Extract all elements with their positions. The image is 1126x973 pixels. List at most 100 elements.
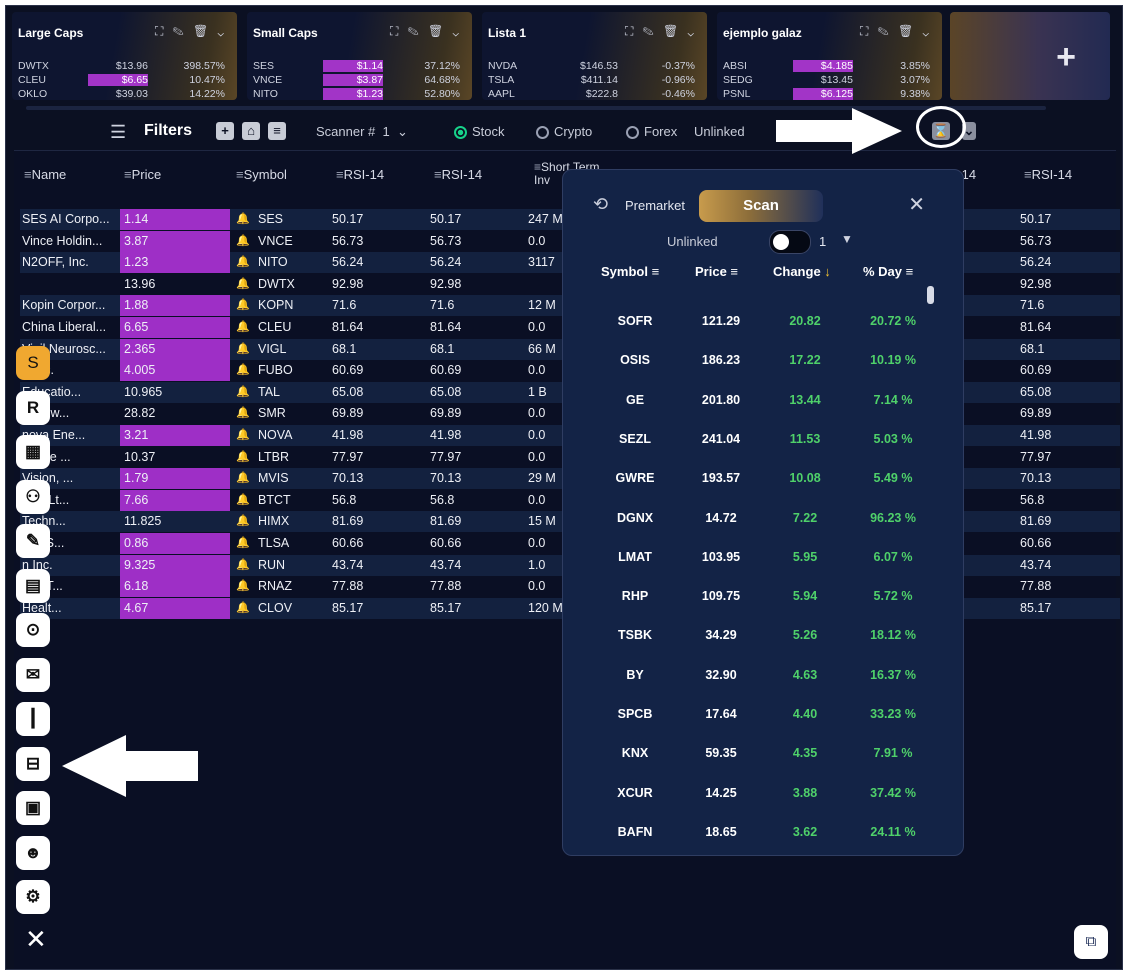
alert-bell-icon[interactable]: 🔔 xyxy=(236,580,250,593)
column-header[interactable]: RSI-14 xyxy=(434,167,482,182)
list-filter-button[interactable]: ≡ xyxy=(268,122,286,140)
radio-crypto[interactable]: Crypto xyxy=(536,124,592,140)
alert-bell-icon[interactable]: 🔔 xyxy=(236,472,250,485)
popup-scrollbar[interactable] xyxy=(927,286,934,304)
radio-stock[interactable]: Stock xyxy=(454,124,505,140)
watchlist-row[interactable]: ABSI $4.185 3.85% xyxy=(723,60,930,73)
clear-filter-button[interactable]: ⌂ xyxy=(242,122,260,140)
coins-icon[interactable]: ⊙ xyxy=(16,613,50,647)
scan-result-row[interactable]: DGNX 14.72 7.22 96.23 % xyxy=(563,511,963,531)
card-tools[interactable]: ⛶ ✎ 🗑 ⌄ xyxy=(389,24,462,38)
column-header[interactable]: 14 xyxy=(954,167,976,182)
scan-button[interactable]: Scan xyxy=(699,190,823,222)
alert-bell-icon[interactable]: 🔔 xyxy=(236,213,250,225)
add-filter-button[interactable]: + xyxy=(216,122,234,140)
col-change[interactable]: Change ↓ xyxy=(773,264,831,279)
col-day[interactable]: % Day ≡ xyxy=(863,264,913,279)
table-row[interactable]: 13.96 🔔 DWTX 92.98 92.98 92.98 xyxy=(20,274,1120,295)
sidebar-r-icon[interactable]: R xyxy=(16,390,50,425)
card-tools[interactable]: ⛶ ✎ 🗑 ⌄ xyxy=(154,24,227,38)
candlestick-icon[interactable]: ┃ xyxy=(16,702,50,736)
watchlist-row[interactable]: PSNL $6.125 9.38% xyxy=(723,88,930,100)
watchlist-card[interactable]: ejemplo galaz ⛶ ✎ 🗑 ⌄ ABSI $4.185 3.85% SE… xyxy=(717,12,942,100)
monitor-chart-icon[interactable]: ▣ xyxy=(16,791,50,825)
table-row[interactable]: China Liberal... 6.65 🔔 CLEU 81.64 81.64… xyxy=(20,317,1120,338)
watchlist-card[interactable]: Small Caps ⛶ ✎ 🗑 ⌄ SES $1.14 37.12% VNCE $… xyxy=(247,12,472,100)
history-icon[interactable]: ⟲ xyxy=(593,194,609,214)
alert-bell-icon[interactable]: 🔔 xyxy=(236,493,250,506)
col-price[interactable]: Price ≡ xyxy=(695,264,738,279)
close-icon[interactable]: ✕ xyxy=(908,194,925,216)
watchlist-row[interactable]: SES $1.14 37.12% xyxy=(253,60,460,73)
watchlist-row[interactable]: OKLO $39.03 14.22% xyxy=(18,88,225,100)
scan-result-row[interactable]: BAFN 18.65 3.62 24.11 % xyxy=(563,825,963,845)
column-header[interactable]: Name xyxy=(24,167,67,182)
user-icon[interactable]: ☻ xyxy=(16,835,50,870)
scanner-icon[interactable]: ⊟ xyxy=(16,746,50,781)
calendar-icon[interactable]: ▤ xyxy=(16,568,50,603)
scan-result-row[interactable]: GWRE 193.57 10.08 5.49 % xyxy=(563,471,963,491)
alert-bell-icon[interactable]: 🔔 xyxy=(236,537,250,549)
alert-bell-icon[interactable]: 🔔 xyxy=(236,234,250,247)
alert-bell-icon[interactable]: 🔔 xyxy=(236,364,250,377)
scan-result-row[interactable]: KNX 59.35 4.35 7.91 % xyxy=(563,746,963,766)
cards-scrollbar[interactable] xyxy=(26,106,1046,110)
scan-result-row[interactable]: BY 32.90 4.63 16.37 % xyxy=(563,668,963,688)
people-icon[interactable]: ⚇ xyxy=(16,479,50,514)
alert-bell-icon[interactable]: 🔔 xyxy=(236,256,250,269)
sliders-icon[interactable]: ☰ xyxy=(110,122,127,142)
close-sidebar-button[interactable]: ✕ xyxy=(25,924,47,954)
link-toggle[interactable] xyxy=(769,230,811,254)
column-header[interactable]: RSI-14 xyxy=(1024,167,1072,182)
watchlist-row[interactable]: SEDG $13.45 3.07% xyxy=(723,74,930,87)
column-header[interactable]: RSI-14 xyxy=(336,167,384,182)
alert-bell-icon[interactable]: 🔔 xyxy=(236,342,250,355)
table-row[interactable]: ode T... 6.18 🔔 RNAZ 77.88 77.88 0.0 77.… xyxy=(20,576,1120,598)
watchlist-card[interactable]: Large Caps ⛶ ✎ 🗑 ⌄ DWTX $13.96 398.57% CLE… xyxy=(12,12,237,100)
watchlist-row[interactable]: TSLA $411.14 -0.96% xyxy=(488,74,695,87)
add-watchlist-button[interactable]: + xyxy=(950,12,1110,100)
card-tools[interactable]: ⛶ ✎ 🗑 ⌄ xyxy=(624,24,697,38)
scan-result-row[interactable]: XCUR 14.25 3.88 37.42 % xyxy=(563,786,963,806)
watchlist-row[interactable]: CLEU $6.65 10.47% xyxy=(18,74,225,87)
scan-result-row[interactable]: GE 201.80 13.44 7.14 % xyxy=(563,393,963,413)
column-header[interactable]: Symbol xyxy=(236,167,287,182)
scanner-select[interactable]: Scanner # 1 ⌄ xyxy=(316,124,408,140)
chevron-down-icon[interactable]: ▼ xyxy=(841,232,853,246)
column-header[interactable]: Price xyxy=(124,167,162,182)
card-tools[interactable]: ⛶ ✎ 🗑 ⌄ xyxy=(859,24,932,38)
alert-bell-icon[interactable]: 🔔 xyxy=(236,515,250,528)
alert-bell-icon[interactable]: 🔔 xyxy=(236,407,250,420)
alert-bell-icon[interactable]: 🔔 xyxy=(236,450,250,463)
watchlist-card[interactable]: Lista 1 ⛶ ✎ 🗑 ⌄ NVDA $146.53 -0.37% TSLA $… xyxy=(482,12,707,100)
watchlist-row[interactable]: AAPL $222.8 -0.46% xyxy=(488,88,695,100)
alert-bell-icon[interactable]: 🔔 xyxy=(236,299,250,312)
alert-bell-icon[interactable]: 🔔 xyxy=(236,385,250,398)
col-symbol[interactable]: Symbol ≡ xyxy=(601,264,659,279)
scan-result-row[interactable]: LMAT 103.95 5.95 6.07 % xyxy=(563,550,963,570)
watchlist-row[interactable]: NITO $1.23 52.80% xyxy=(253,88,460,100)
scan-result-row[interactable]: SEZL 241.04 11.53 5.03 % xyxy=(563,432,963,452)
scan-result-row[interactable]: SPCB 17.64 4.40 33.23 % xyxy=(563,707,963,727)
watchlist-row[interactable]: VNCE $3.87 64.68% xyxy=(253,74,460,87)
screen-share-icon[interactable]: ⧉ xyxy=(1074,925,1108,959)
premarket-tab[interactable]: Premarket xyxy=(625,198,685,213)
settings-icon[interactable]: ⚙ xyxy=(16,880,50,914)
chat-icon[interactable]: ✉ xyxy=(16,657,50,692)
notes-icon[interactable]: ✎ xyxy=(16,524,50,558)
scan-result-row[interactable]: SOFR 121.29 20.82 20.72 % xyxy=(563,314,963,334)
scan-result-row[interactable]: RHP 109.75 5.94 5.72 % xyxy=(563,589,963,609)
radio-forex[interactable]: Forex xyxy=(626,124,677,140)
scan-result-row[interactable]: TSBK 34.29 5.26 18.12 % xyxy=(563,628,963,648)
table-row[interactable]: Vince Holdin... 3.87 🔔 VNCE 56.73 56.73 … xyxy=(20,230,1120,252)
alert-bell-icon[interactable]: 🔔 xyxy=(236,558,250,571)
scan-result-row[interactable]: OSIS 186.23 17.22 10.19 % xyxy=(563,353,963,373)
alert-bell-icon[interactable]: 🔔 xyxy=(236,601,250,614)
alert-bell-icon[interactable]: 🔔 xyxy=(236,321,250,333)
alert-bell-icon[interactable]: 🔔 xyxy=(236,429,250,441)
sidebar-s-icon[interactable]: S xyxy=(16,346,50,380)
dashboard-icon[interactable]: ▦ xyxy=(16,435,50,469)
alert-bell-icon[interactable]: 🔔 xyxy=(236,277,250,290)
watchlist-row[interactable]: NVDA $146.53 -0.37% xyxy=(488,60,695,73)
watchlist-row[interactable]: DWTX $13.96 398.57% xyxy=(18,60,225,73)
